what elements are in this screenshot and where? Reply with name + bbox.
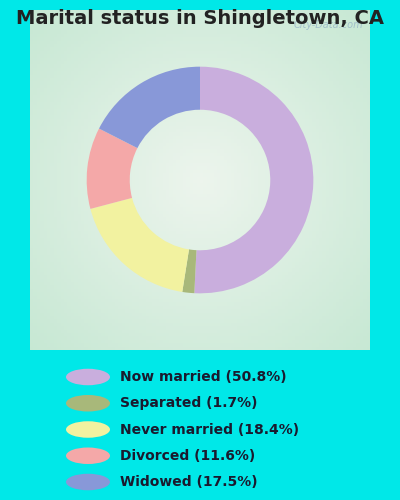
- Text: Never married (18.4%): Never married (18.4%): [120, 422, 299, 436]
- Text: Divorced (11.6%): Divorced (11.6%): [120, 449, 255, 463]
- Text: Marital status in Shingletown, CA: Marital status in Shingletown, CA: [16, 9, 384, 28]
- Wedge shape: [90, 198, 189, 292]
- Text: City-Data.com: City-Data.com: [294, 20, 363, 30]
- Circle shape: [66, 395, 110, 411]
- Wedge shape: [87, 128, 137, 209]
- Text: Separated (1.7%): Separated (1.7%): [120, 396, 258, 410]
- Text: Now married (50.8%): Now married (50.8%): [120, 370, 287, 384]
- Wedge shape: [182, 250, 196, 293]
- Circle shape: [66, 474, 110, 490]
- Circle shape: [66, 369, 110, 385]
- Wedge shape: [99, 66, 200, 148]
- Text: Widowed (17.5%): Widowed (17.5%): [120, 475, 258, 489]
- Circle shape: [66, 448, 110, 464]
- Wedge shape: [194, 66, 313, 294]
- Circle shape: [66, 421, 110, 438]
